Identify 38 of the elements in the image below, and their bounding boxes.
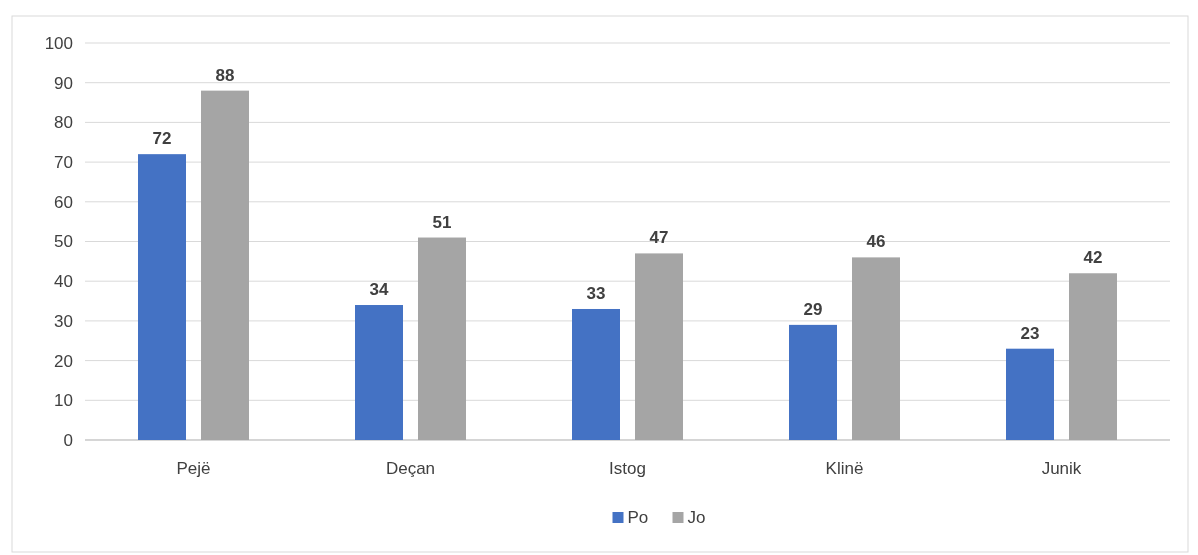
- x-tick-label: Junik: [1041, 459, 1082, 478]
- data-label: 88: [215, 65, 235, 85]
- y-tick-label: 100: [44, 33, 73, 53]
- y-tick-label: 0: [63, 430, 73, 450]
- y-tick-label: 40: [54, 272, 73, 292]
- bar: [1069, 273, 1117, 440]
- bar: [1006, 348, 1054, 440]
- data-label: 72: [152, 129, 172, 149]
- data-label: 46: [866, 232, 886, 252]
- bar: [355, 305, 403, 440]
- y-tick-label: 10: [54, 391, 73, 411]
- data-label: 33: [586, 283, 606, 303]
- x-tick-label: Pejë: [176, 459, 211, 478]
- legend-label: Jo: [687, 508, 706, 527]
- bar: [572, 308, 620, 440]
- data-label: 42: [1083, 248, 1103, 268]
- x-tick-label: Klinë: [825, 459, 864, 478]
- x-tick-label: Istog: [609, 459, 646, 478]
- y-tick-label: 80: [54, 113, 73, 133]
- y-tick-label: 90: [54, 73, 73, 93]
- bar: [789, 324, 837, 440]
- data-label: 47: [649, 228, 669, 248]
- data-label: 51: [432, 212, 452, 232]
- bar: [635, 253, 683, 440]
- y-tick-label: 20: [54, 351, 73, 371]
- data-label: 23: [1020, 323, 1040, 343]
- y-tick-label: 70: [54, 153, 73, 173]
- y-tick-label: 50: [54, 232, 73, 252]
- legend-label: Po: [627, 508, 649, 527]
- bar: [852, 257, 900, 440]
- bar: [138, 154, 186, 440]
- bar: [201, 90, 249, 440]
- x-tick-label: Deçan: [385, 459, 436, 478]
- y-tick-label: 60: [54, 192, 73, 212]
- bar: [418, 237, 466, 440]
- data-label: 29: [803, 299, 823, 319]
- data-label: 34: [369, 280, 389, 300]
- y-tick-label: 30: [54, 311, 73, 331]
